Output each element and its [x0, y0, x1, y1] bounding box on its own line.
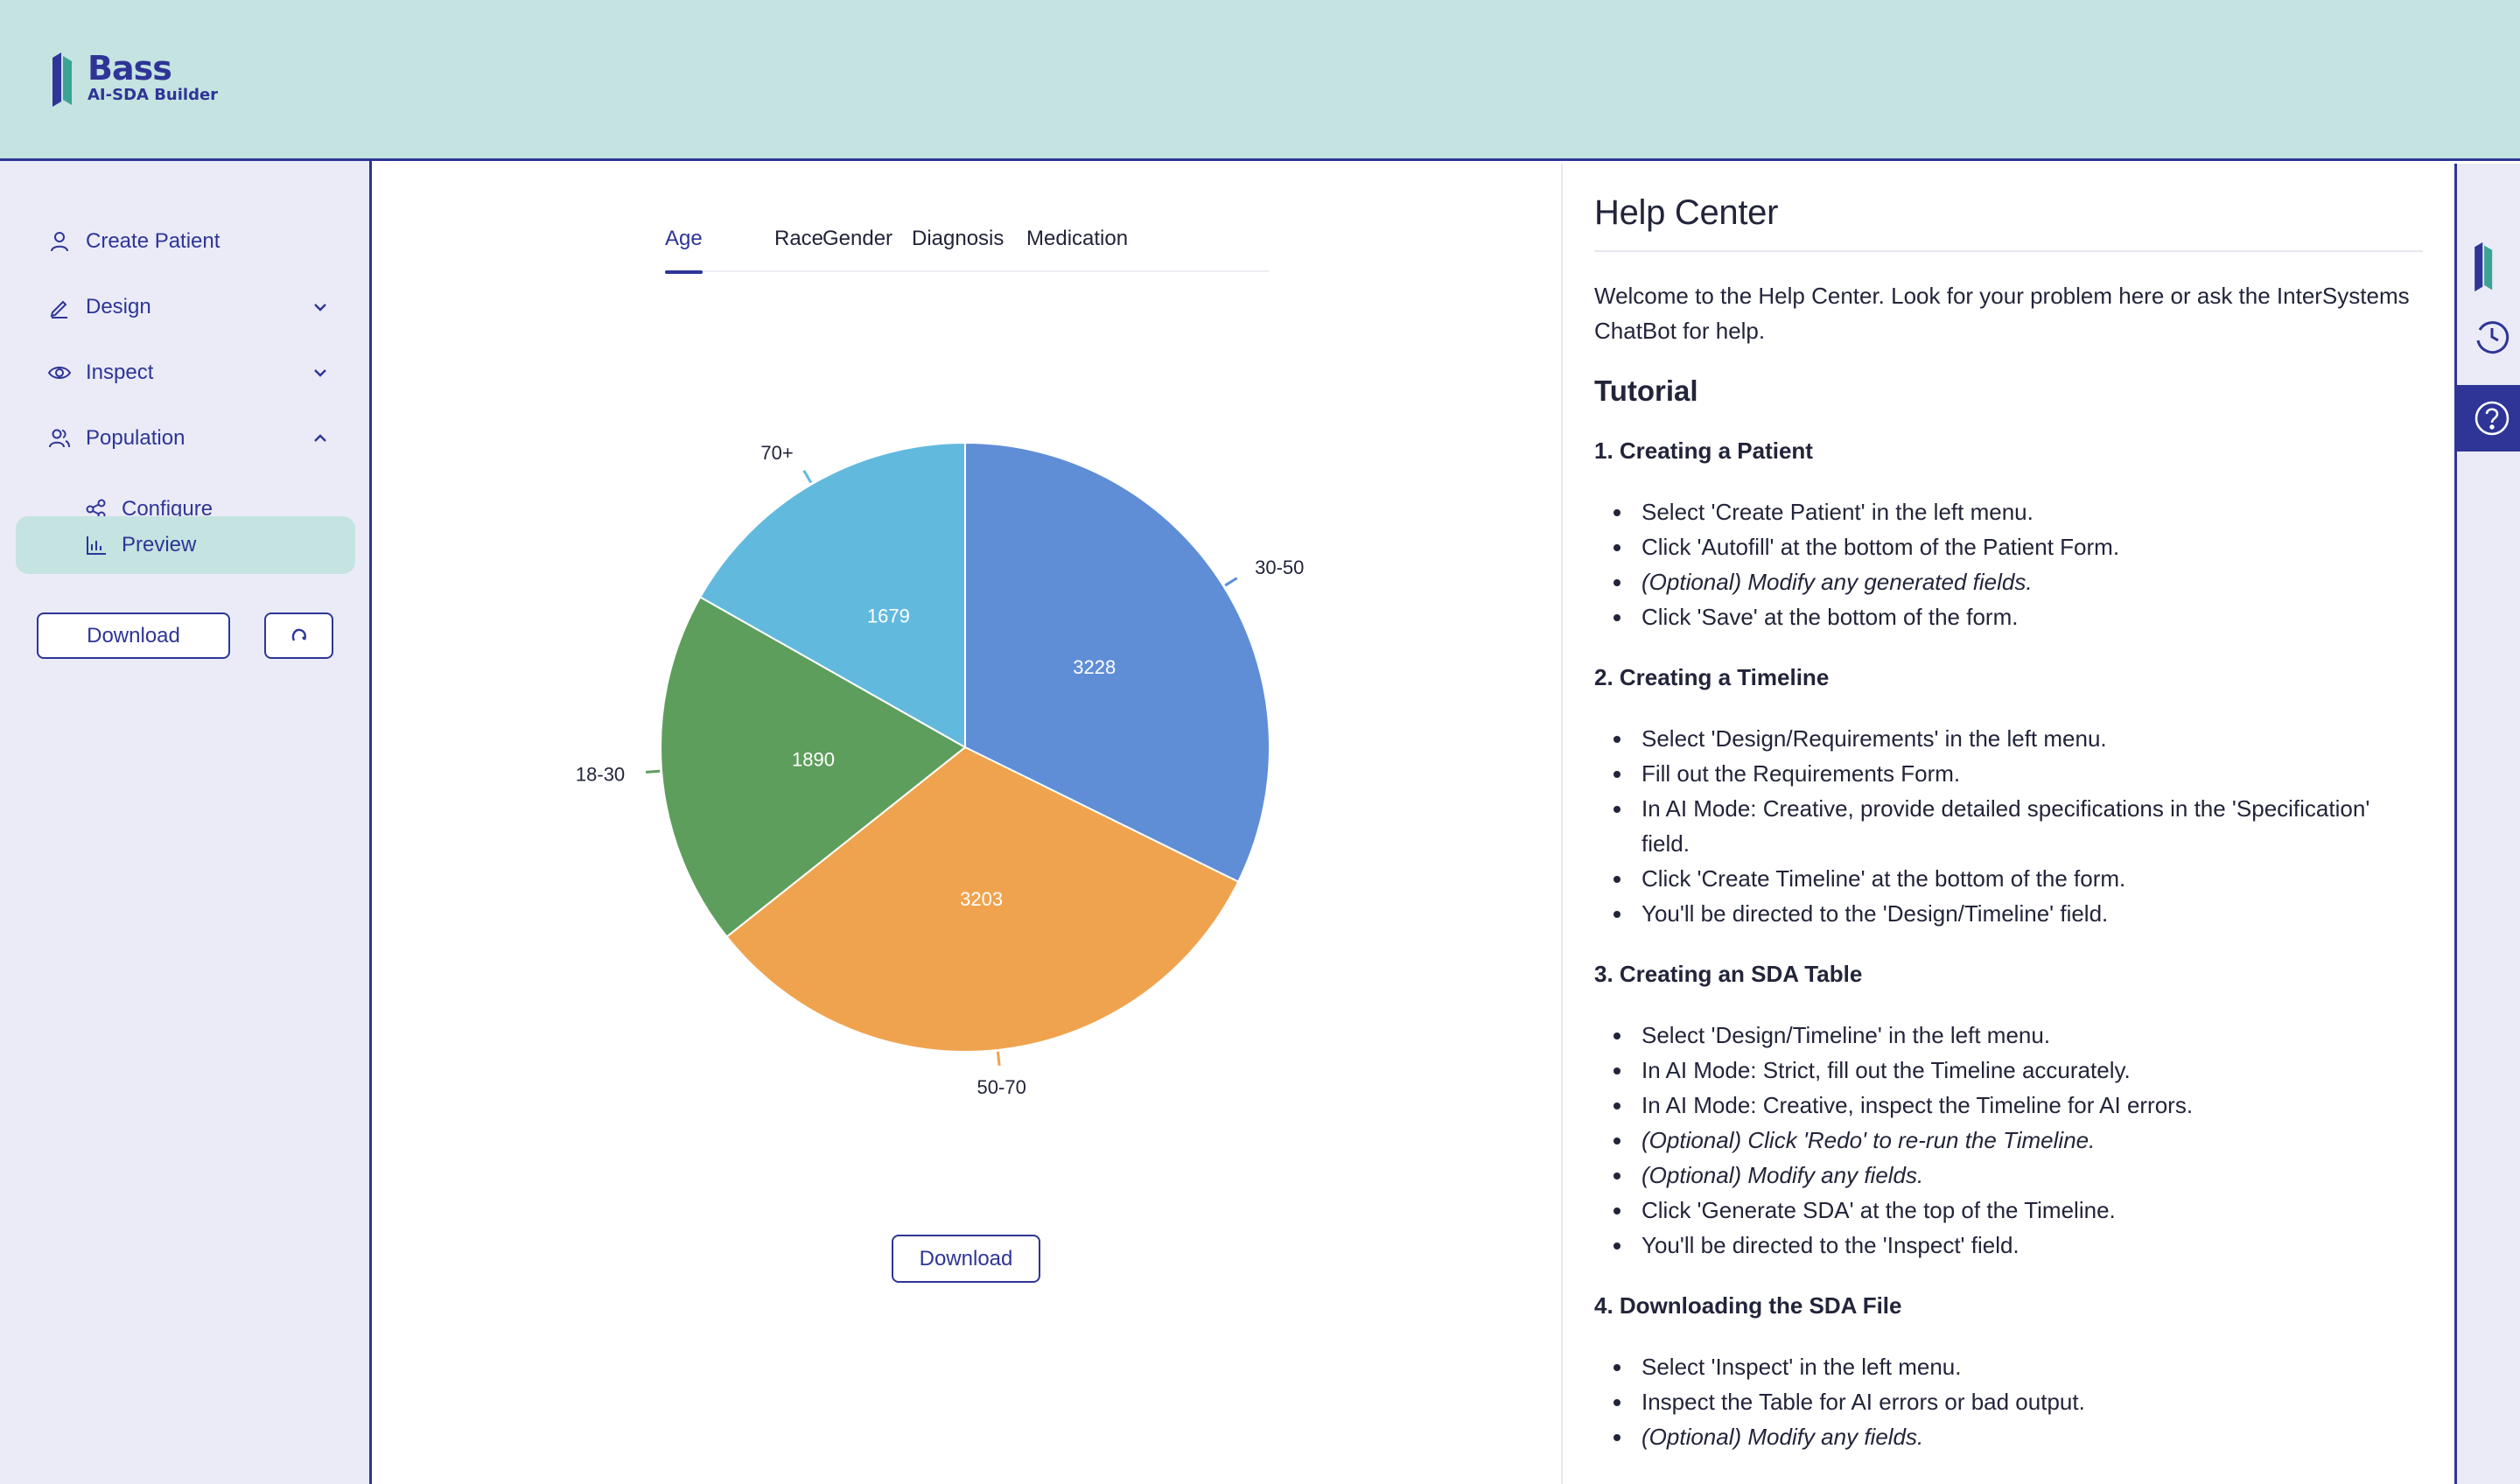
- sidebar-item-label: Create Patient: [86, 229, 220, 253]
- tutorial-step: Inspect the Table for AI errors or bad o…: [1594, 1384, 2423, 1419]
- pie-slice-70+[interactable]: [698, 441, 966, 749]
- help-title: Help Center: [1594, 193, 2423, 252]
- sidebar-item-label: Design: [86, 295, 151, 318]
- tutorial-step: (Optional) Modify any generated fields.: [1594, 564, 2423, 599]
- pie-leader-line: [996, 1051, 1001, 1067]
- help-icon: [2474, 401, 2510, 436]
- history-icon: [2476, 321, 2510, 354]
- pie-leader-line: [802, 469, 813, 484]
- sidebar: Create Patient Design Inspect Population…: [0, 161, 372, 1484]
- tutorial-step: In AI Mode: Creative, inspect the Timeli…: [1594, 1088, 2423, 1123]
- tutorial-step: Select 'Inspect' in the left menu.: [1594, 1349, 2423, 1384]
- pie-category-label: 70+: [760, 442, 793, 464]
- pie-category-label: 50-70: [977, 1076, 1026, 1098]
- logo-icon: [52, 52, 72, 107]
- tutorial-step: (Optional) Modify any fields.: [1594, 1419, 2423, 1454]
- main-panel: Age Race Gender Diagnosis Medication 322…: [374, 164, 1561, 1484]
- tab-active-indicator: [665, 270, 703, 274]
- tutorial-steps-list: Select 'Design/Requirements' in the left…: [1594, 721, 2423, 931]
- tutorial-section-heading: 3. Creating an SDA Table: [1594, 961, 1863, 987]
- app-logo[interactable]: Bass AI-SDA Builder: [51, 51, 218, 108]
- tutorial-step: (Optional) Modify any fields.: [1594, 1158, 2423, 1193]
- chevron-up-icon: [314, 434, 326, 442]
- pencil-icon: [50, 300, 67, 318]
- tutorial-section-heading: 2. Creating a Timeline: [1594, 664, 1830, 690]
- sidebar-item-label: Population: [86, 426, 186, 450]
- tutorial-step: (Optional) Click 'Redo' to re-run the Ti…: [1594, 1123, 2423, 1158]
- tutorial-steps-list: Select 'Design/Timeline' in the left men…: [1594, 1018, 2423, 1263]
- tutorial-step: Click 'Generate SDA' at the top of the T…: [1594, 1193, 2423, 1228]
- pie-slice-50-70[interactable]: [725, 746, 1240, 1053]
- tutorial-step: In AI Mode: Strict, fill out the Timelin…: [1594, 1053, 2423, 1088]
- history-button[interactable]: [2457, 304, 2520, 370]
- right-rail: [2454, 164, 2520, 1484]
- chevron-down-icon: [314, 369, 326, 377]
- sidebar-item-design[interactable]: Design: [16, 278, 355, 336]
- users-icon: [49, 429, 70, 448]
- tutorial-step: You'll be directed to the 'Inspect' fiel…: [1594, 1228, 2423, 1263]
- tab-label: Diagnosis: [912, 227, 1004, 250]
- pie-category-label: 30-50: [1255, 556, 1304, 578]
- sidebar-download-button[interactable]: Download: [37, 612, 230, 659]
- tutorial-section-heading: 4. Downloading the SDA File: [1594, 1292, 1902, 1319]
- logo-icon: [2474, 242, 2493, 292]
- pie-value-label: 3228: [1073, 656, 1116, 678]
- pie-leader-line: [645, 769, 661, 774]
- tutorial-step: Click 'Save' at the bottom of the form.: [1594, 599, 2423, 634]
- refresh-button[interactable]: [264, 612, 333, 659]
- tutorial-step: In AI Mode: Creative, provide detailed s…: [1594, 791, 2423, 861]
- tab-age[interactable]: Age: [665, 227, 703, 274]
- pie-leader-line: [1224, 577, 1238, 587]
- tutorial-section-heading: 1. Creating a Patient: [1594, 438, 1813, 464]
- eye-icon: [47, 367, 72, 379]
- tutorial-step: Select 'Design/Timeline' in the left men…: [1594, 1018, 2423, 1053]
- help-intro: Welcome to the Help Center. Look for you…: [1594, 283, 2410, 344]
- sidebar-item-label: Preview: [122, 533, 197, 556]
- sidebar-item-preview[interactable]: Preview: [16, 516, 355, 574]
- pie-value-label: 3203: [960, 888, 1003, 910]
- tab-label: Race: [774, 227, 824, 250]
- app-header: Bass AI-SDA Builder: [0, 0, 2520, 161]
- tutorial-heading: Tutorial: [1594, 374, 1698, 407]
- chevron-down-icon: [314, 304, 326, 312]
- app-subtitle: AI-SDA Builder: [88, 86, 219, 104]
- pie-category-label: 18-30: [576, 763, 625, 785]
- tab-label: Medication: [1026, 227, 1129, 250]
- tab-bar: Age Race Gender Diagnosis Medication: [665, 209, 1269, 274]
- tab-label: Age: [665, 227, 703, 250]
- app-title: Bass: [88, 49, 172, 88]
- tutorial-step: Fill out the Requirements Form.: [1594, 756, 2423, 791]
- tab-diagnosis[interactable]: Diagnosis: [912, 227, 1004, 272]
- tab-medication[interactable]: Medication: [1026, 227, 1128, 272]
- tutorial-step: You'll be directed to the 'Design/Timeli…: [1594, 896, 2423, 931]
- help-center-panel: Help Center Welcome to the Help Center. …: [1561, 164, 2454, 1484]
- sidebar-item-create-patient[interactable]: Create Patient: [16, 213, 355, 270]
- bar-chart-icon: [87, 536, 106, 555]
- pie-value-label: 1890: [792, 749, 835, 771]
- download-button[interactable]: Download: [892, 1235, 1040, 1283]
- rail-logo-button[interactable]: [2457, 234, 2520, 300]
- refresh-icon: [291, 628, 306, 641]
- pie-slice-18-30[interactable]: [660, 595, 967, 938]
- tutorial-sections: 1. Creating a Patient Select 'Create Pati…: [1594, 438, 2423, 1454]
- age-pie-chart: 3228 30-50 3203 50-70 1890 18-30 1679 70+: [576, 441, 1304, 1098]
- tutorial-steps-list: Select 'Inspect' in the left menu. Inspec…: [1594, 1349, 2423, 1454]
- pie-value-label: 1679: [867, 606, 910, 627]
- tutorial-step: Click 'Autofill' at the bottom of the Pa…: [1594, 529, 2423, 564]
- sidebar-item-population[interactable]: Population: [16, 410, 355, 467]
- tutorial-step: Select 'Create Patient' in the left menu…: [1594, 494, 2423, 529]
- tutorial-step: Select 'Design/Requirements' in the left…: [1594, 721, 2423, 756]
- pie-slice-30-50[interactable]: [964, 441, 1270, 884]
- user-icon: [51, 232, 68, 252]
- tab-gender[interactable]: Gender: [822, 227, 892, 272]
- sidebar-item-inspect[interactable]: Inspect: [16, 344, 355, 402]
- sidebar-item-label: Inspect: [86, 360, 154, 384]
- share-icon: [86, 499, 106, 520]
- tab-label: Gender: [822, 227, 893, 250]
- tab-race[interactable]: Race: [774, 227, 823, 272]
- tutorial-steps-list: Select 'Create Patient' in the left menu…: [1594, 494, 2423, 634]
- tutorial-step: Click 'Create Timeline' at the bottom of…: [1594, 861, 2423, 896]
- help-button[interactable]: [2457, 385, 2520, 452]
